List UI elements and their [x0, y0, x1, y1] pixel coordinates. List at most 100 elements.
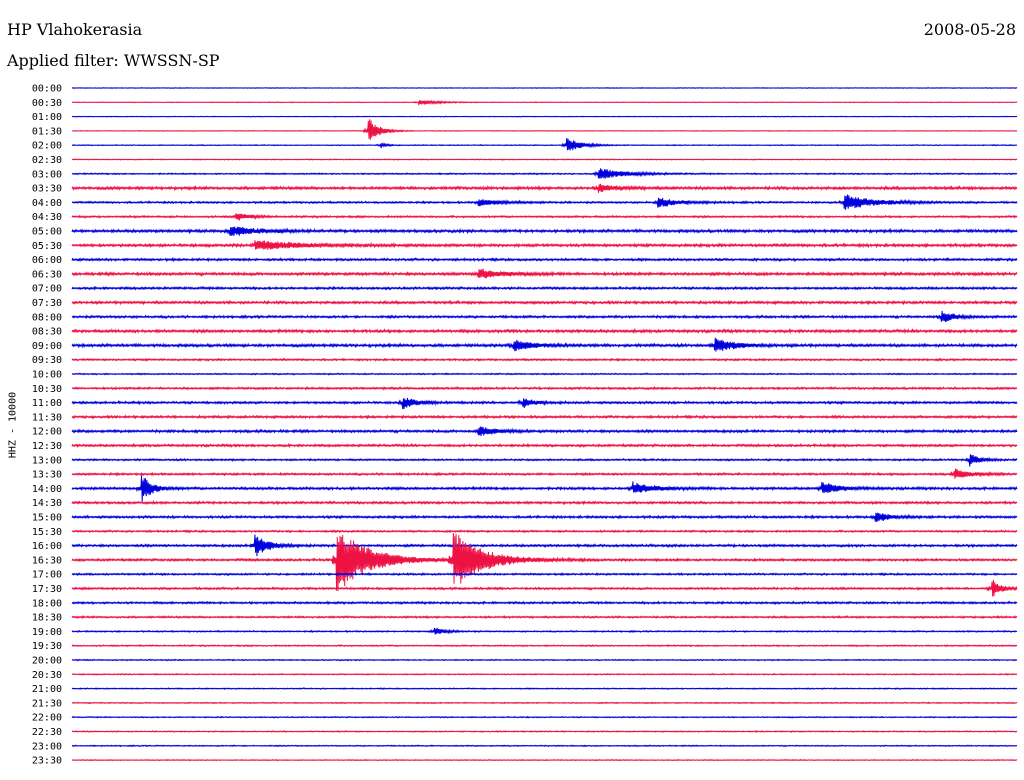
row-time-label: 05:00 [32, 227, 62, 238]
trace-row-0100 [71, 115, 1018, 118]
row-time-label: 06:00 [32, 255, 62, 266]
row-time-label: 09:30 [32, 355, 62, 366]
trace-row-0400 [71, 194, 1018, 210]
trace-row-2300 [71, 744, 1018, 748]
row-time-label: 22:00 [32, 713, 62, 724]
trace-row-1500 [71, 512, 1018, 522]
trace-row-0630 [71, 268, 1018, 279]
row-time-label: 07:30 [32, 298, 62, 309]
row-time-label: 13:00 [32, 455, 62, 466]
row-time-label: 10:30 [32, 384, 62, 395]
row-time-label: 11:00 [32, 398, 62, 409]
row-time-label: 12:00 [32, 427, 62, 438]
trace-row-0930 [71, 357, 1018, 362]
row-time-label: 12:30 [32, 441, 62, 452]
row-time-label: 20:00 [32, 656, 62, 667]
row-time-label: 01:00 [32, 112, 62, 123]
station-title: HP Vlahokerasia [7, 20, 143, 39]
trace-row-1000 [71, 372, 1018, 376]
row-time-label: 22:30 [32, 727, 62, 738]
row-time-label: 17:00 [32, 570, 62, 581]
trace-row-1100 [71, 397, 1018, 410]
row-time-label: 06:30 [32, 269, 62, 280]
trace-row-0230 [71, 158, 1018, 161]
row-time-label: 13:30 [32, 470, 62, 481]
trace-row-1930 [71, 644, 1018, 648]
trace-row-0600 [71, 256, 1018, 263]
row-time-label: 04:30 [32, 212, 62, 223]
row-time-label: 19:00 [32, 627, 62, 638]
trace-row-1330 [71, 468, 1018, 479]
trace-row-1300 [71, 454, 1018, 467]
row-time-label: 11:30 [32, 412, 62, 423]
row-time-label: 04:00 [32, 198, 62, 209]
row-time-label: 14:30 [32, 498, 62, 509]
row-time-label: 23:00 [32, 741, 62, 752]
trace-row-0130 [71, 119, 1018, 140]
row-time-label: 00:30 [32, 98, 62, 109]
trace-row-1800 [71, 600, 1018, 606]
trace-row-1400 [71, 475, 1018, 502]
trace-row-2230 [71, 730, 1018, 734]
row-time-label: 02:00 [32, 141, 62, 152]
row-time-label: 02:30 [32, 155, 62, 166]
trace-row-0500 [71, 226, 1018, 236]
trace-row-1600 [71, 534, 1018, 557]
row-time-label: 10:00 [32, 370, 62, 381]
row-time-label: 21:00 [32, 684, 62, 695]
row-time-label: 21:30 [32, 698, 62, 709]
trace-row-2330 [71, 758, 1018, 762]
trace-row-2030 [71, 672, 1018, 676]
trace-row-2200 [71, 715, 1018, 719]
trace-row-0530 [71, 240, 1018, 250]
trace-row-0300 [71, 168, 1018, 179]
row-time-label: 15:00 [32, 513, 62, 524]
row-time-label: 00:00 [32, 84, 62, 95]
row-time-label: 03:30 [32, 184, 62, 195]
row-time-label: 09:00 [32, 341, 62, 352]
trace-row-1700 [71, 572, 1018, 577]
trace-row-1530 [71, 529, 1018, 534]
row-time-label: 16:00 [32, 541, 62, 552]
row-time-label: 18:00 [32, 598, 62, 609]
row-time-label: 14:00 [32, 484, 62, 495]
trace-row-2100 [71, 687, 1018, 691]
row-time-label: 16:30 [32, 555, 62, 566]
trace-row-0200 [71, 137, 1018, 151]
row-time-label: 23:30 [32, 756, 62, 767]
trace-row-0830 [71, 327, 1018, 335]
trace-row-1200 [71, 426, 1018, 437]
row-time-label: 05:30 [32, 241, 62, 252]
row-time-label: 07:00 [32, 284, 62, 295]
row-time-label: 03:00 [32, 169, 62, 180]
row-time-label: 20:30 [32, 670, 62, 681]
trace-row-1730 [71, 580, 1018, 597]
trace-row-1430 [71, 499, 1018, 506]
trace-row-1900 [71, 627, 1018, 635]
row-time-label: 18:30 [32, 613, 62, 624]
trace-row-0000 [71, 87, 1018, 90]
trace-row-0730 [71, 299, 1018, 306]
trace-row-1630 [71, 533, 1018, 592]
trace-row-0430 [71, 213, 1018, 221]
date-label: 2008-05-28 [923, 20, 1016, 39]
trace-row-0900 [71, 337, 1018, 352]
trace-row-1030 [71, 385, 1018, 391]
trace-row-1830 [71, 614, 1018, 620]
trace-row-1230 [71, 442, 1018, 449]
trace-row-2000 [71, 658, 1018, 662]
trace-row-1130 [71, 414, 1018, 420]
row-time-label: 08:00 [32, 312, 62, 323]
trace-row-0330 [71, 183, 1018, 193]
trace-row-0800 [71, 310, 1018, 322]
trace-row-0030 [71, 99, 1018, 106]
row-time-label: 19:30 [32, 641, 62, 652]
trace-row-0700 [71, 285, 1018, 291]
trace-row-2130 [71, 701, 1018, 705]
filter-label: Applied filter: WWSSN-SP [7, 51, 220, 70]
row-time-label: 01:30 [32, 126, 62, 137]
row-time-label: 08:30 [32, 327, 62, 338]
row-time-label: 15:30 [32, 527, 62, 538]
row-time-label: 17:30 [32, 584, 62, 595]
